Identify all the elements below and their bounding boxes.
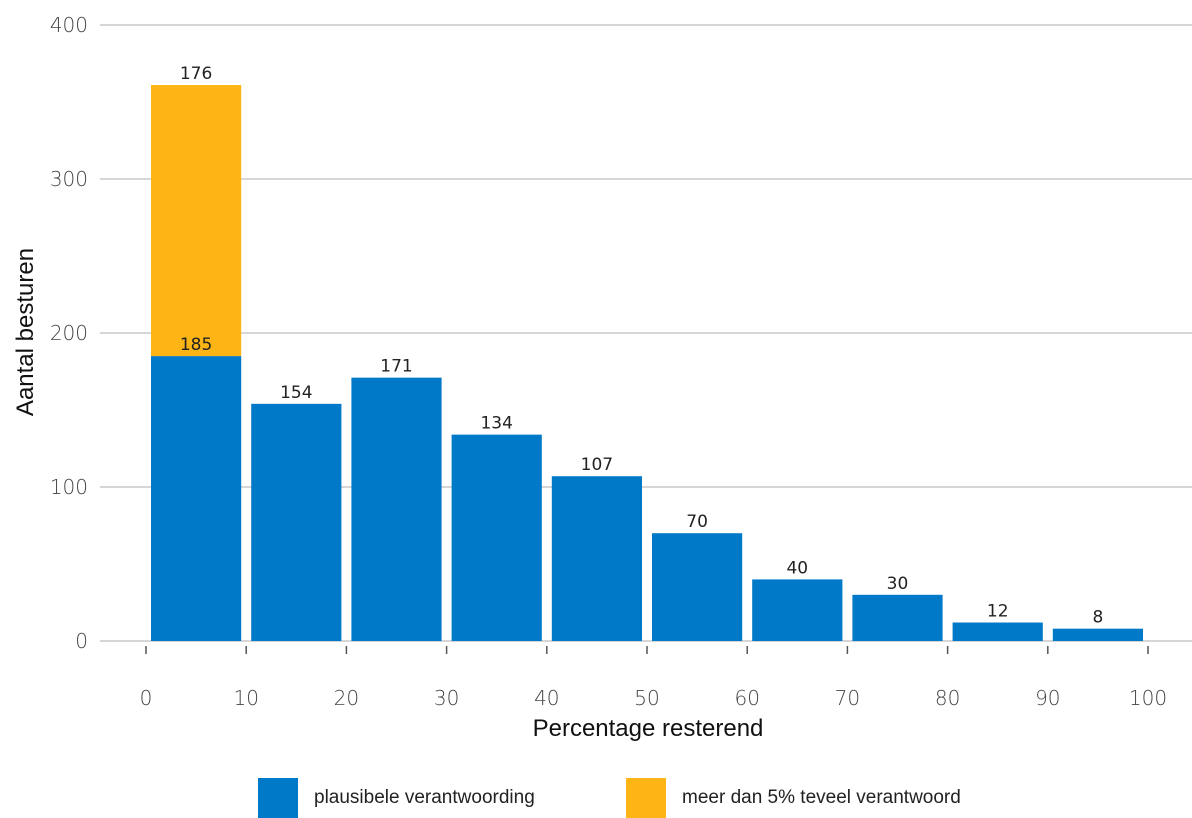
data-label: 134 xyxy=(480,414,512,434)
y-tick-label: 100 xyxy=(50,475,88,499)
legend-item-teveel: meer dan 5% teveel verantwoord xyxy=(626,778,961,818)
data-labels: 185 154 171 134 107 70 40 30 12 8 176 xyxy=(180,64,1103,628)
bar-plausibel-20-30 xyxy=(351,377,442,641)
x-tick-label: 80 xyxy=(935,686,960,710)
data-label: 8 xyxy=(1092,608,1103,628)
data-label: 12 xyxy=(987,602,1009,622)
bar-plausibel-50-60 xyxy=(652,533,743,641)
bar-plausibel-80-90 xyxy=(952,622,1043,641)
x-axis-title: Percentage resterend xyxy=(533,715,764,742)
x-tick-label: 60 xyxy=(734,686,759,710)
x-tick-label: 0 xyxy=(140,686,153,710)
x-tick-label: 40 xyxy=(534,686,559,710)
data-label: 185 xyxy=(180,335,212,355)
y-tick-label: 400 xyxy=(50,13,88,37)
y-tick-label: 300 xyxy=(50,167,88,191)
legend-label: meer dan 5% teveel verantwoord xyxy=(682,787,961,808)
x-tick-label: 70 xyxy=(835,686,860,710)
bar-plausibel-60-70 xyxy=(752,579,843,641)
bar-teveel-0-10 xyxy=(151,85,242,357)
data-label: 176 xyxy=(180,64,212,84)
data-label: 171 xyxy=(380,357,412,377)
y-tick-label: 0 xyxy=(75,629,88,653)
x-tick-label: 50 xyxy=(634,686,659,710)
bar-plausibel-10-20 xyxy=(251,403,342,641)
bar-plausibel-0-10 xyxy=(151,356,242,641)
x-tick-label: 10 xyxy=(233,686,258,710)
legend-swatch-orange xyxy=(626,778,666,818)
x-tick-label: 100 xyxy=(1129,686,1167,710)
data-label: 40 xyxy=(786,558,808,578)
bar-plausibel-70-80 xyxy=(852,594,943,641)
data-label: 154 xyxy=(280,383,312,403)
data-label: 107 xyxy=(581,455,613,475)
legend-item-plausibele: plausibele verantwoording xyxy=(258,778,535,818)
bar-plausibel-30-40 xyxy=(451,434,542,641)
legend-swatch-blue xyxy=(258,778,298,818)
legend-label: plausibele verantwoording xyxy=(314,787,535,808)
bar-plausibel-90-100 xyxy=(1052,628,1143,641)
x-tick-label: 20 xyxy=(334,686,359,710)
bars xyxy=(151,85,1143,641)
bar-plausibel-40-50 xyxy=(551,476,642,641)
y-tick-label: 200 xyxy=(50,321,88,345)
data-label: 30 xyxy=(887,574,909,594)
y-axis-title: Aantal besturen xyxy=(12,248,39,416)
data-label: 70 xyxy=(686,512,708,532)
axes: 0 100 200 300 400 0 10 20 30 40 50 60 70 80 90 100 xyxy=(50,13,1167,710)
x-tick-label: 90 xyxy=(1035,686,1060,710)
legend: plausibele verantwoording meer dan 5% te… xyxy=(0,778,1192,818)
x-tick-label: 30 xyxy=(434,686,459,710)
